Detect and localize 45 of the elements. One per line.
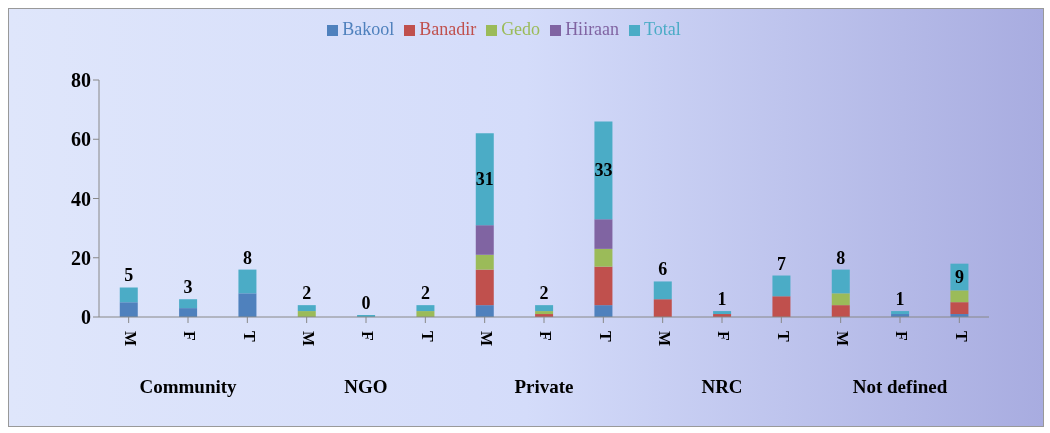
legend-label: Gedo xyxy=(501,19,541,39)
y-tick-label: 40 xyxy=(71,187,91,210)
legend-label: Banadir xyxy=(419,19,477,39)
y-tick-label: 0 xyxy=(81,306,91,329)
data-label: 1 xyxy=(895,289,905,310)
data-label: 9 xyxy=(954,267,964,288)
text: Not defined xyxy=(852,376,948,398)
x-tick-label: F xyxy=(359,331,377,341)
x-tick-label: F xyxy=(893,331,911,341)
data-label: 31 xyxy=(475,169,494,190)
x-tick-label: T xyxy=(774,331,792,342)
text: NRC xyxy=(701,376,743,398)
x-tick-label: F xyxy=(537,331,555,341)
x-tick-label: M xyxy=(299,331,317,347)
data-label: 2 xyxy=(539,283,549,304)
data-label: 8 xyxy=(836,247,846,268)
y-tick-label: 60 xyxy=(71,128,91,151)
data-label: 2 xyxy=(302,283,312,304)
x-tick-label: M xyxy=(121,331,139,347)
data-label: 0 xyxy=(361,293,371,313)
data-label: 5 xyxy=(124,265,134,286)
x-tick-label: T xyxy=(240,331,258,342)
x-tick-label: F xyxy=(715,331,733,341)
x-tick-label: T xyxy=(596,331,614,342)
data-label: 33 xyxy=(594,160,613,181)
data-label: 1 xyxy=(717,289,727,310)
x-tick-label: F xyxy=(181,331,199,341)
legend-label: Hiiraan xyxy=(565,19,620,39)
data-label: 8 xyxy=(242,247,252,268)
y-tick-label: 80 xyxy=(71,69,91,92)
text: Private xyxy=(514,376,574,398)
x-tick-label: M xyxy=(477,331,495,347)
text: NGO xyxy=(344,376,388,398)
x-tick-label: M xyxy=(655,331,673,347)
data-label: 2 xyxy=(420,283,430,304)
legend-label: Total xyxy=(644,19,681,39)
legend-label: Bakool xyxy=(342,19,395,39)
x-tick-label: T xyxy=(418,331,436,342)
x-tick-label: T xyxy=(952,331,970,342)
text: Community xyxy=(139,376,238,398)
data-label: 3 xyxy=(183,277,193,298)
x-tick-label: M xyxy=(833,331,851,347)
data-label: 6 xyxy=(658,259,668,280)
data-label: 7 xyxy=(776,253,786,274)
y-tick-label: 20 xyxy=(71,246,91,269)
